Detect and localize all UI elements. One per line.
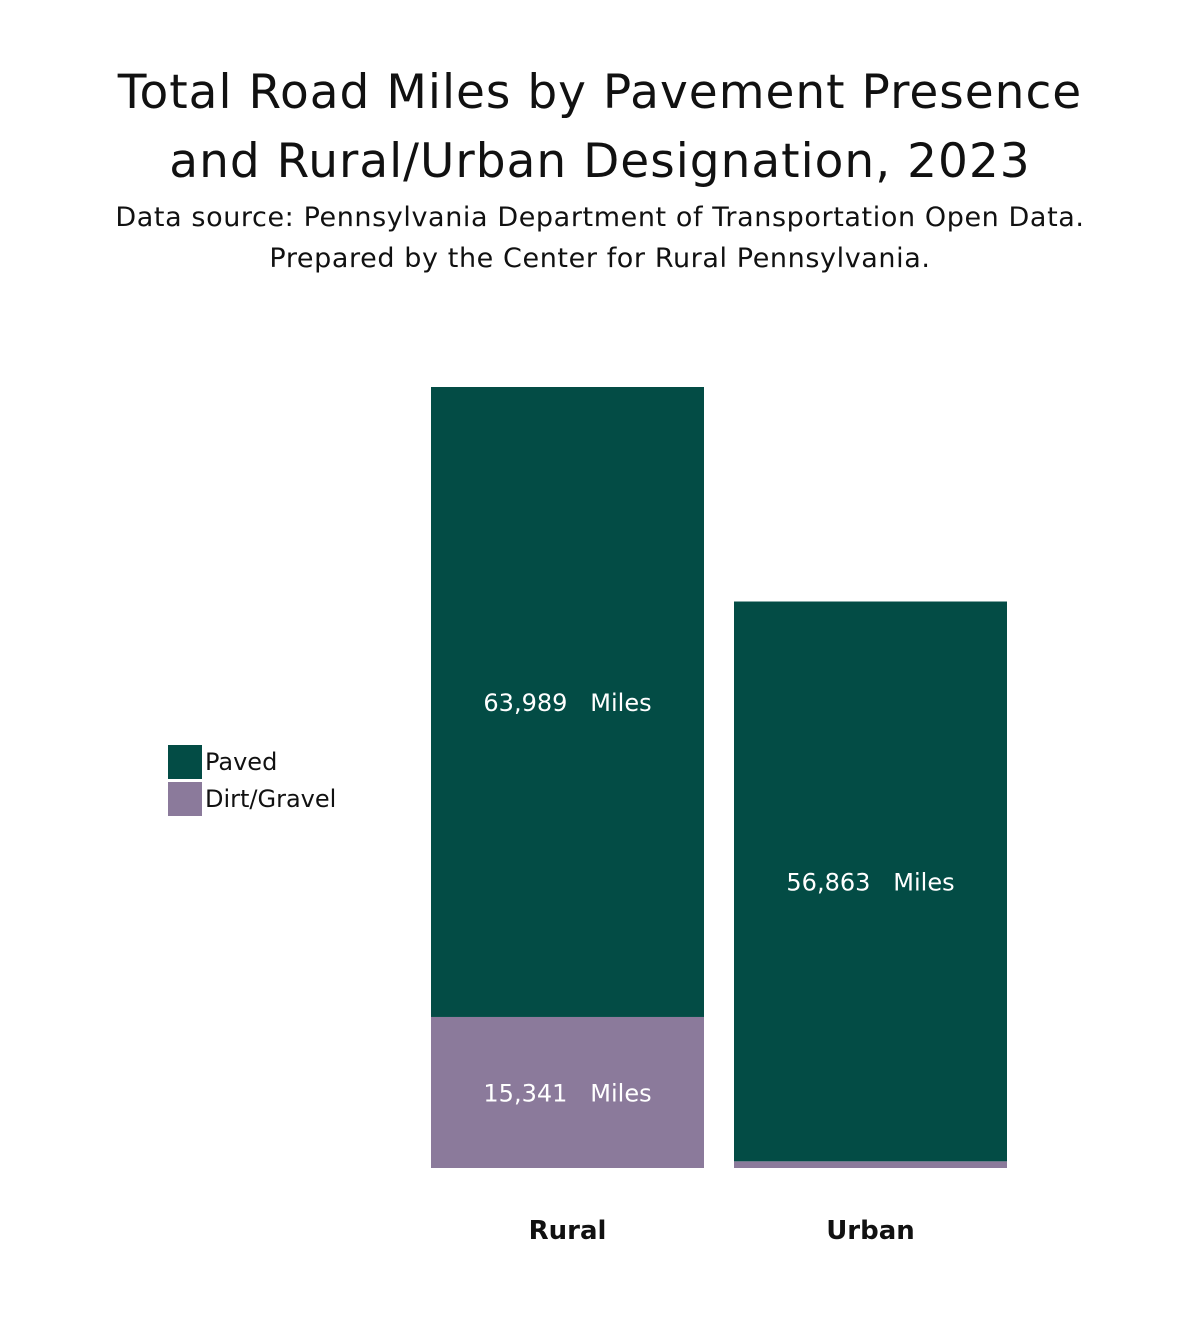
legend-label-dirt-gravel: Dirt/Gravel <box>205 784 337 813</box>
legend: Paved Dirt/Gravel <box>168 743 336 817</box>
bar-rural-paved <box>431 387 704 1017</box>
legend-swatch-paved <box>168 744 202 779</box>
legend-swatch-dirt-gravel <box>168 781 202 816</box>
legend-item-dirt-gravel: Dirt/Gravel <box>168 780 336 817</box>
chart-title-line2: and Rural/Urban Designation, 2023 <box>169 134 1031 189</box>
bar-rural-dirt-gravel <box>431 1016 704 1168</box>
chart-title: Total Road Miles by Pavement Presence an… <box>0 58 1200 196</box>
bar-urban-dirt-gravel <box>734 1161 1007 1168</box>
bar-urban-paved <box>734 601 1007 1162</box>
x-tick-label-urban: Urban <box>826 1216 915 1246</box>
data-label-rural-paved: 63,989 Miles <box>483 689 651 717</box>
data-label-rural-dirt-gravel: 15,341 Miles <box>483 1079 651 1107</box>
chart-title-line1: Total Road Miles by Pavement Presence <box>117 65 1083 120</box>
x-tick-label-rural: Rural <box>529 1216 607 1246</box>
legend-label-paved: Paved <box>205 747 278 776</box>
chart-subtitle-line1: Data source: Pennsylvania Department of … <box>115 202 1085 233</box>
legend-item-paved: Paved <box>168 743 336 780</box>
chart-subtitle-line2: Prepared by the Center for Rural Pennsyl… <box>269 243 931 274</box>
chart-subtitle: Data source: Pennsylvania Department of … <box>0 197 1200 279</box>
data-label-urban-paved: 56,863 Miles <box>786 868 954 896</box>
